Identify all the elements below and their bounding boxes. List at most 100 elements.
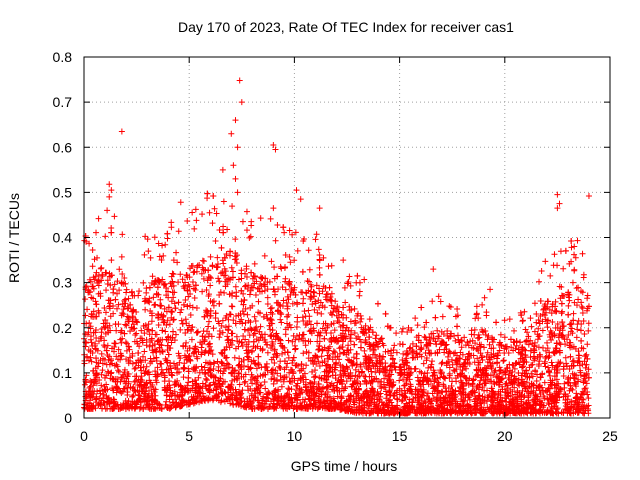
data-point (270, 396, 277, 403)
data-point (398, 398, 405, 405)
data-point (358, 315, 365, 322)
data-point (251, 405, 258, 412)
data-point (151, 341, 158, 348)
data-point (340, 372, 347, 379)
data-point (410, 348, 417, 355)
data-point (539, 344, 546, 351)
data-point (172, 305, 179, 312)
data-point (394, 408, 401, 415)
data-point (476, 334, 483, 341)
data-point (287, 259, 294, 266)
data-point (475, 315, 482, 322)
data-point (239, 308, 246, 315)
data-point (98, 405, 105, 412)
data-point (225, 316, 232, 323)
data-point (92, 371, 99, 378)
data-point (409, 349, 416, 356)
data-point (229, 274, 236, 281)
data-point (123, 356, 130, 363)
data-point (220, 260, 227, 267)
data-point (278, 402, 285, 409)
data-point (341, 368, 348, 375)
data-point (260, 371, 267, 378)
data-point (294, 382, 301, 389)
data-point (544, 317, 551, 324)
data-point (193, 329, 200, 336)
data-point (289, 300, 296, 307)
data-point (121, 275, 128, 282)
data-point (155, 240, 162, 247)
data-point (380, 381, 387, 388)
data-point (412, 409, 419, 416)
data-point (386, 389, 393, 396)
data-point (319, 325, 326, 332)
data-point (109, 375, 116, 382)
data-point (154, 400, 161, 407)
data-point (93, 269, 100, 276)
data-point (560, 265, 567, 272)
data-point (322, 362, 329, 369)
data-point (129, 314, 136, 321)
data-point (177, 326, 184, 333)
data-point (138, 373, 145, 380)
data-point (574, 409, 581, 416)
data-point (241, 398, 248, 405)
data-point (386, 397, 393, 404)
data-point (220, 229, 227, 236)
data-point (583, 351, 590, 358)
data-point (338, 377, 345, 384)
data-point (224, 337, 231, 344)
data-point (200, 258, 207, 265)
data-point (353, 386, 360, 393)
data-point (120, 371, 127, 378)
data-point (577, 367, 584, 374)
data-point (148, 318, 155, 325)
data-point (357, 381, 364, 388)
data-point (401, 382, 408, 389)
data-point (297, 390, 304, 397)
data-point (171, 300, 178, 307)
data-point (236, 381, 243, 388)
data-point (547, 381, 554, 388)
data-point (114, 305, 121, 312)
data-point (545, 385, 552, 392)
data-point (502, 399, 509, 406)
data-point (316, 346, 323, 353)
data-point (283, 364, 290, 371)
data-point (347, 338, 354, 345)
data-point (340, 349, 347, 356)
data-point (426, 350, 433, 357)
data-point (262, 275, 269, 282)
data-point (345, 327, 352, 334)
data-point (432, 385, 439, 392)
data-point (423, 319, 430, 326)
data-point (269, 371, 276, 378)
data-point (262, 339, 269, 346)
data-point (512, 360, 519, 367)
data-point (232, 283, 239, 290)
data-point (416, 378, 423, 385)
data-point (291, 284, 298, 291)
data-point (536, 320, 543, 327)
data-point (142, 297, 149, 304)
data-point (471, 326, 478, 333)
data-point (328, 290, 335, 297)
data-point (486, 341, 493, 348)
data-point (221, 398, 228, 405)
data-point (579, 250, 586, 257)
data-point (512, 391, 519, 398)
data-point (219, 329, 226, 336)
data-point (236, 370, 243, 377)
data-point (199, 211, 206, 218)
data-point (316, 285, 323, 292)
data-point (157, 302, 164, 309)
data-point (261, 404, 268, 411)
data-point (468, 331, 475, 338)
data-point (257, 372, 264, 379)
data-point (369, 359, 376, 366)
data-point (378, 335, 385, 342)
data-point (396, 377, 403, 384)
data-point (268, 258, 275, 265)
data-point (421, 370, 428, 377)
data-point (379, 399, 386, 406)
